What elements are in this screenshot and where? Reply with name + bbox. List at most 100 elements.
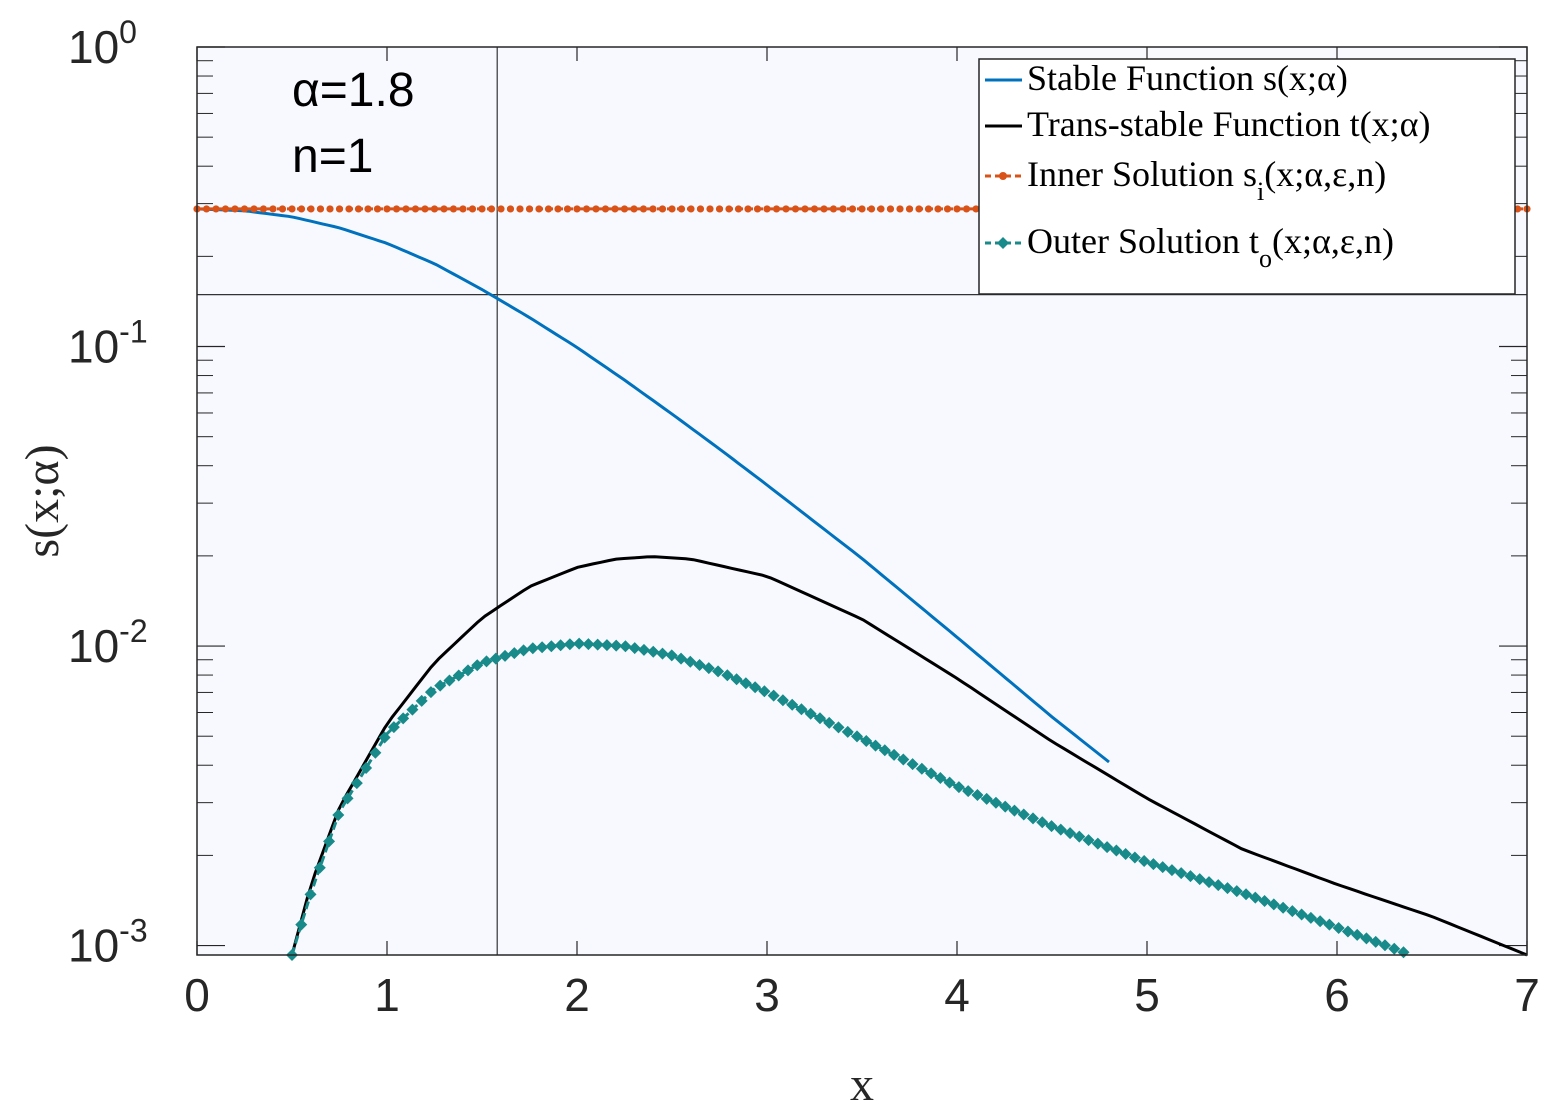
series-outer-point <box>1128 851 1141 864</box>
series-inner-point <box>459 205 467 213</box>
series-outer-point <box>1147 858 1160 871</box>
series-stable-line <box>196 207 1110 764</box>
series-inner-point <box>221 205 230 213</box>
series-outer-point <box>591 638 604 651</box>
series-inner-point <box>677 205 686 213</box>
series-inner-point <box>905 205 914 213</box>
series-outer-point <box>1304 911 1317 924</box>
series-outer-point <box>656 647 669 660</box>
series-outer-point <box>1286 905 1299 918</box>
series-inner-point <box>858 205 866 213</box>
series-outer-point <box>776 694 789 707</box>
series-outer-point <box>313 861 326 874</box>
legend-entry-2-label: Trans-stable Function t(x;α) <box>1027 104 1431 144</box>
series-inner-point <box>487 205 496 213</box>
series-inner-point <box>506 205 515 213</box>
series-outer-point <box>684 655 697 668</box>
series-inner-point <box>250 205 258 213</box>
series-outer-point <box>489 652 502 665</box>
annotation-alpha: α=1.8 <box>292 64 415 117</box>
series-inner-point <box>649 205 657 213</box>
series-outer-point <box>508 647 521 660</box>
series-outer-point <box>434 679 447 692</box>
series-inner-point <box>734 205 743 213</box>
legend-entry-1-label: Stable Function s(x;α) <box>1027 58 1348 98</box>
series-outer-point <box>471 659 484 672</box>
series-outer-point <box>860 734 873 747</box>
series-outer-point <box>526 642 539 655</box>
series-outer-point <box>1378 939 1391 952</box>
series-outer-point <box>573 637 586 650</box>
series-outer-point <box>1341 925 1354 938</box>
y-tick-label: 10-1 <box>68 314 148 373</box>
series-outer-point <box>1314 915 1327 928</box>
y-tick-label: 100 <box>68 14 137 73</box>
series-outer-point <box>1240 888 1253 901</box>
series-inner-point <box>867 205 876 213</box>
series-inner-point <box>449 205 458 213</box>
series-outer-point <box>1054 823 1067 836</box>
series-inner-point <box>601 205 610 213</box>
series-outer-point <box>536 641 549 654</box>
series-outer-point <box>452 669 465 682</box>
series-outer-point <box>443 674 456 687</box>
series-outer-point <box>851 730 864 743</box>
series-inner-point <box>658 205 667 213</box>
series-outer-point <box>1064 827 1077 840</box>
series-inner-point <box>573 205 581 213</box>
series-inner-point <box>934 205 942 213</box>
series-inner-point <box>611 205 619 213</box>
series-inner-point <box>886 205 895 213</box>
series-outer-point <box>1221 882 1234 895</box>
legend-box <box>978 58 1516 295</box>
series-inner-point <box>240 205 249 213</box>
plot-frame <box>196 46 1528 956</box>
series-inner-point <box>288 205 296 213</box>
series-outer-point <box>1036 816 1049 829</box>
series-outer-point <box>952 781 965 794</box>
series-inner-point <box>896 205 904 213</box>
series-outer-point <box>1156 861 1169 874</box>
series-inner-point <box>364 205 372 213</box>
series-outer-point <box>461 664 474 677</box>
series-outer-point <box>647 645 660 658</box>
series-inner-point <box>535 205 543 213</box>
series-outer-point <box>999 800 1012 813</box>
series-outer-point <box>1230 885 1243 898</box>
series-inner-point <box>962 205 971 213</box>
series-inner-point <box>468 205 477 213</box>
series-outer-point <box>397 712 410 725</box>
series-inner-point <box>715 205 724 213</box>
series-outer-point <box>1082 834 1095 847</box>
series-outer-point <box>1045 820 1058 833</box>
x-tick-label: 4 <box>944 969 970 1021</box>
series-outer-point <box>600 639 613 652</box>
series-inner-point <box>744 205 752 213</box>
series-outer-point <box>387 721 400 734</box>
series-outer-point <box>610 639 623 652</box>
series-inner-point <box>516 205 524 213</box>
series-inner-point <box>953 205 961 213</box>
x-tick-label: 7 <box>1514 969 1540 1021</box>
series-outer-point <box>424 686 437 699</box>
series-inner-point <box>402 205 410 213</box>
series-outer-point <box>1267 898 1280 911</box>
x-tick-label: 2 <box>564 969 590 1021</box>
series-inner-point <box>411 205 420 213</box>
series-outer-point <box>1008 804 1021 817</box>
series-inner-point <box>202 205 211 213</box>
series-inner-point <box>554 205 562 213</box>
tick-labels: 0 1 2 3 4 5 6 7 100 10-1 10-2 10-3 <box>68 14 1540 1021</box>
series-inner-point <box>326 205 334 213</box>
series-outer-point <box>795 703 808 716</box>
series-inner-point <box>592 205 600 213</box>
series-inner-point <box>421 205 429 213</box>
series-outer-point <box>1091 837 1104 850</box>
series-inner-point <box>231 205 239 213</box>
series-inner-point <box>354 205 363 213</box>
series-outer-point <box>1388 942 1401 955</box>
series-outer-point <box>980 792 993 805</box>
series-outer-point <box>925 767 938 780</box>
series-inner-point <box>478 205 486 213</box>
series-outer-point <box>675 652 688 665</box>
